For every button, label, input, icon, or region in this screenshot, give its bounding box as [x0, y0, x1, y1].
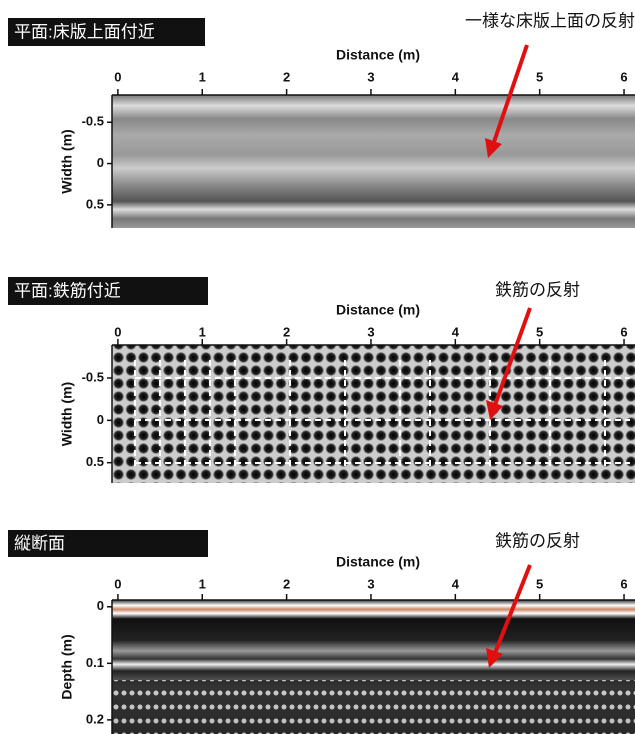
x-axis-label: Distance (m)	[336, 302, 420, 318]
x-axis-label: Distance (m)	[336, 47, 420, 63]
x-tick-label: 0	[114, 576, 121, 591]
x-tick-label: 6	[620, 69, 627, 84]
y-tick-label: 0.5	[86, 196, 104, 211]
y-tick-label: -0.5	[82, 369, 104, 384]
x-tick-label: 1	[199, 576, 206, 591]
y-tick-label: -0.5	[82, 114, 104, 129]
y-tick-label: 0	[97, 155, 104, 170]
annotation: 鉄筋の反射	[495, 531, 580, 550]
section-rebar-dots	[112, 680, 635, 734]
y-axis-label: Width (m)	[59, 129, 75, 193]
x-tick-label: 2	[283, 576, 290, 591]
figure: 平面:床版上面付近 一様な床版上面の反射 Distance (m) 0 1 2 3 4 5 6 Wi…	[0, 0, 635, 734]
x-tick-label: 4	[452, 576, 460, 591]
panel-label: 平面:床版上面付近	[14, 22, 155, 41]
x-tick-label: 6	[620, 324, 627, 339]
plan-image-top	[112, 95, 635, 228]
y-tick-label: 0	[97, 412, 104, 427]
y-tick-label: 0.1	[86, 655, 104, 670]
x-tick-label: 0	[114, 69, 121, 84]
y-tick-label: 0.5	[86, 454, 104, 469]
x-tick-label: 2	[283, 69, 290, 84]
y-tick-label: 0.2	[86, 711, 104, 726]
x-tick-label: 5	[536, 576, 543, 591]
x-tick-label: 3	[367, 576, 374, 591]
x-tick-label: 3	[367, 69, 374, 84]
x-tick-label: 4	[452, 324, 460, 339]
panel-label: 平面:鉄筋付近	[14, 281, 121, 300]
x-tick-label: 3	[367, 324, 374, 339]
y-axis-label: Depth (m)	[59, 634, 75, 699]
x-tick-label: 0	[114, 324, 121, 339]
x-tick-label: 2	[283, 324, 290, 339]
x-tick-label: 1	[199, 324, 206, 339]
images	[112, 95, 635, 734]
x-tick-label: 5	[536, 324, 543, 339]
y-tick-label: 0	[97, 598, 104, 613]
x-tick-label: 1	[199, 69, 206, 84]
x-tick-label: 4	[452, 69, 460, 84]
x-tick-label: 5	[536, 69, 543, 84]
y-axis-label: Width (m)	[59, 382, 75, 446]
annotation: 一様な床版上面の反射	[465, 11, 635, 30]
x-axis-label: Distance (m)	[336, 554, 420, 570]
panel-label: 縦断面	[14, 534, 65, 553]
x-tick-label: 6	[620, 576, 627, 591]
annotation: 鉄筋の反射	[495, 280, 580, 299]
